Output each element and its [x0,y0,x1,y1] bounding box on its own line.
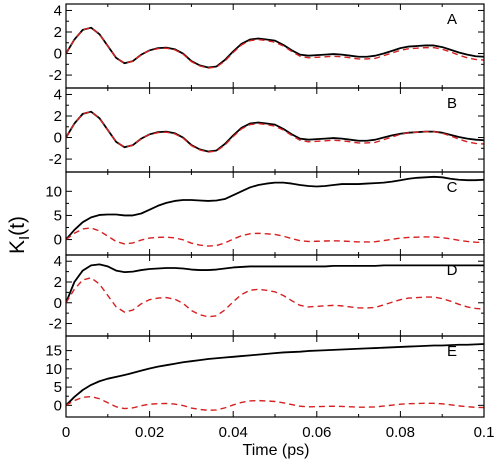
series-line-dashed [66,277,484,318]
y-tick-label: 0 [54,46,62,63]
panel-frame [65,171,485,256]
x-tick-label: 0.02 [135,424,164,441]
series-line-solid [66,343,484,406]
y-tick-label: 2 [54,274,62,291]
y-tick-label: 4 [54,86,62,103]
y-axis-title-suffix: (t) [6,216,29,236]
y-tick-label: 0 [54,295,62,312]
y-tick-label: 0 [54,397,62,414]
panel-label: B [447,95,457,112]
panel-label: C [447,179,458,196]
x-axis: 0 0.02 0.04 0.06 0.08 0.1 [62,424,495,441]
y-tick-label: 4 [54,2,62,19]
y-tick-label: 2 [54,24,62,41]
x-axis-title: Time (ps) [243,442,310,459]
x-tick-label: 0.1 [474,424,495,441]
y-tick-label: 15 [45,343,62,360]
series-line-solid [66,263,484,304]
x-tick-label: 0 [62,424,70,441]
panel-c: 0 5 10 C [45,171,485,256]
panel-label: E [447,343,457,360]
y-tick-label: -2 [49,67,62,84]
y-axis-title-subscript: I [16,236,33,240]
x-tick-label: 0.04 [219,424,248,441]
x-tick-label: 0.06 [302,424,331,441]
series-line-dashed [66,227,484,247]
series-line-solid [66,175,484,241]
series-line-dashed [66,26,484,69]
y-tick-label: 0 [54,130,62,147]
panel-label: D [447,262,458,279]
series-line-solid [66,26,484,69]
y-tick-label: 5 [54,207,62,224]
y-tick-label: -2 [49,316,62,333]
panel-frame [65,335,485,418]
panel-b: -2 0 2 4 B [49,86,485,173]
y-tick-label: 10 [45,183,62,200]
y-axis-title-main: K [6,240,29,254]
y-tick-label: 10 [45,361,62,378]
panel-label: A [447,11,457,28]
panel-a: -2 0 2 4 A [49,2,485,89]
y-tick-label: 2 [54,108,62,125]
x-tick-label: 0.08 [386,424,415,441]
series-line-dashed [66,110,484,153]
y-tick-label: 4 [54,253,62,270]
y-tick-label: 5 [54,379,62,396]
panel-d: -2 0 2 4 D [49,253,485,337]
series-line-dashed [66,395,484,411]
y-tick-label: 0 [54,232,62,249]
panel-frame [65,87,485,173]
y-tick-label: -2 [49,151,62,168]
y-axis-title: KI(t) [6,216,33,254]
